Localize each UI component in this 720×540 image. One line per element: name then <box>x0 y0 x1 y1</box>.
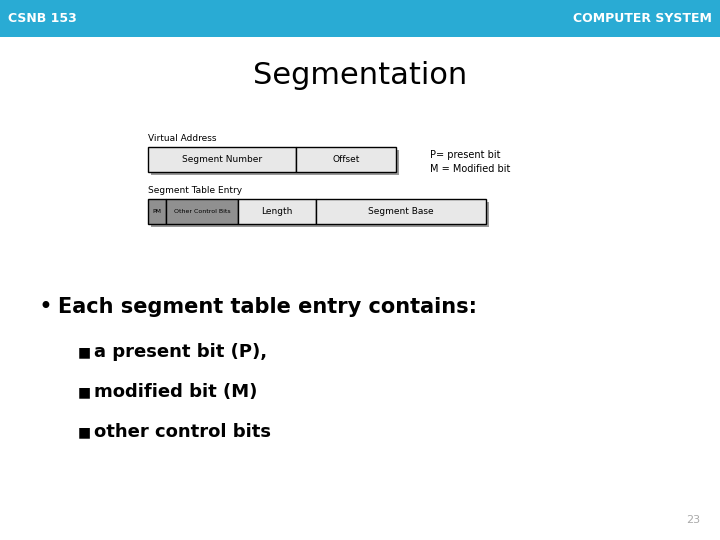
Bar <box>238 199 316 224</box>
Bar <box>166 199 238 224</box>
Text: ■: ■ <box>78 425 91 439</box>
Text: CSNB 153: CSNB 153 <box>8 12 77 25</box>
Text: •: • <box>38 295 52 319</box>
Text: COMPUTER SYSTEM: COMPUTER SYSTEM <box>573 12 712 25</box>
Text: Virtual Address: Virtual Address <box>148 134 217 143</box>
Bar <box>296 147 396 172</box>
Text: modified bit (M): modified bit (M) <box>94 383 257 401</box>
Text: Segment Number: Segment Number <box>182 155 262 164</box>
Text: Segmentation: Segmentation <box>253 60 467 90</box>
Bar <box>316 199 486 224</box>
Bar <box>151 150 399 175</box>
Text: ■: ■ <box>78 345 91 359</box>
Text: Segment Base: Segment Base <box>368 207 434 216</box>
Text: other control bits: other control bits <box>94 423 271 441</box>
Text: P= present bit: P= present bit <box>430 150 500 159</box>
Bar <box>0 0 720 37</box>
Text: Segment Table Entry: Segment Table Entry <box>148 186 242 195</box>
Text: 23: 23 <box>686 515 700 525</box>
Text: Each segment table entry contains:: Each segment table entry contains: <box>58 297 477 317</box>
Text: PM: PM <box>153 209 161 214</box>
Text: Offset: Offset <box>333 155 360 164</box>
Bar <box>148 199 166 224</box>
Text: a present bit (P),: a present bit (P), <box>94 343 267 361</box>
Text: ■: ■ <box>78 385 91 399</box>
Bar <box>151 202 489 227</box>
Text: Other Control Bits: Other Control Bits <box>174 209 230 214</box>
Bar <box>148 147 296 172</box>
Text: Length: Length <box>261 207 293 216</box>
Text: M = Modified bit: M = Modified bit <box>430 164 510 173</box>
